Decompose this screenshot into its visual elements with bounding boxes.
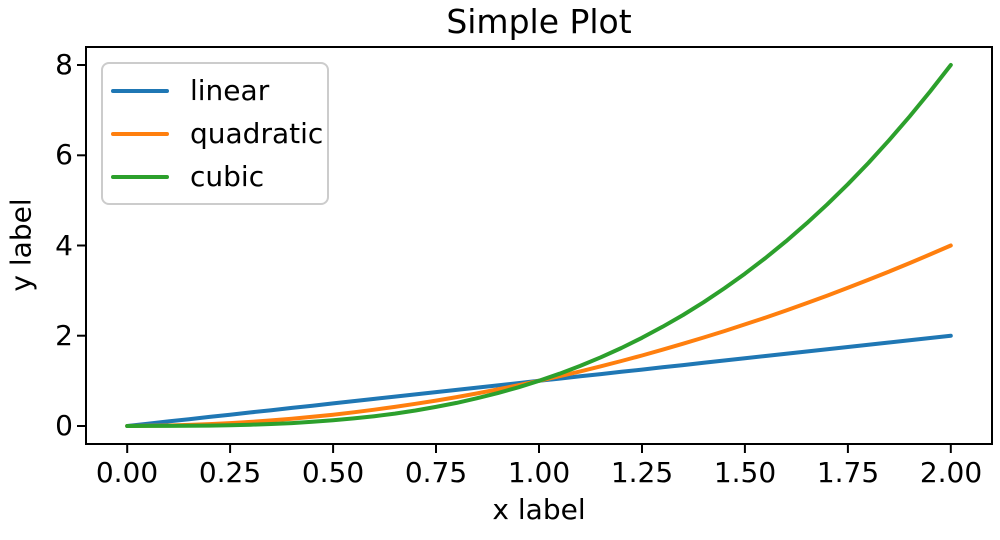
cubic-line-swatch: [111, 174, 169, 179]
legend: linear quadratic cubic: [101, 62, 329, 205]
y-tick-label: 8: [55, 48, 73, 81]
legend-label: linear: [190, 73, 270, 107]
quadratic-line-swatch: [111, 131, 169, 136]
x-tick-label: 1.25: [610, 456, 674, 489]
linear-line-swatch: [111, 88, 169, 93]
legend-item-linear: linear: [103, 69, 327, 112]
y-tick-label: 4: [55, 229, 73, 262]
x-tick-label: 1.00: [507, 456, 571, 489]
legend-label: cubic: [190, 159, 265, 193]
x-axis-label: x label: [492, 493, 586, 526]
legend-item-cubic: cubic: [103, 155, 327, 198]
x-tick-label: 0.50: [301, 456, 365, 489]
x-tick-label: 0.00: [95, 456, 159, 489]
y-tick-label: 0: [55, 409, 73, 442]
axes-frame: [85, 46, 993, 445]
series-line-quadratic: [125, 243, 953, 428]
legend-item-quadratic: quadratic: [103, 112, 327, 155]
x-tick-label: 1.75: [816, 456, 880, 489]
y-tick-label: 2: [55, 319, 73, 352]
x-tick-label: 0.75: [404, 456, 468, 489]
x-tick-label: 0.25: [198, 456, 262, 489]
x-tick-label: 2.00: [919, 456, 983, 489]
y-tick-label: 6: [55, 138, 73, 171]
chart-title: Simple Plot: [446, 2, 632, 41]
legend-label: quadratic: [190, 116, 324, 150]
series-line-cubic: [125, 63, 953, 428]
x-tick-label: 1.50: [713, 456, 777, 489]
